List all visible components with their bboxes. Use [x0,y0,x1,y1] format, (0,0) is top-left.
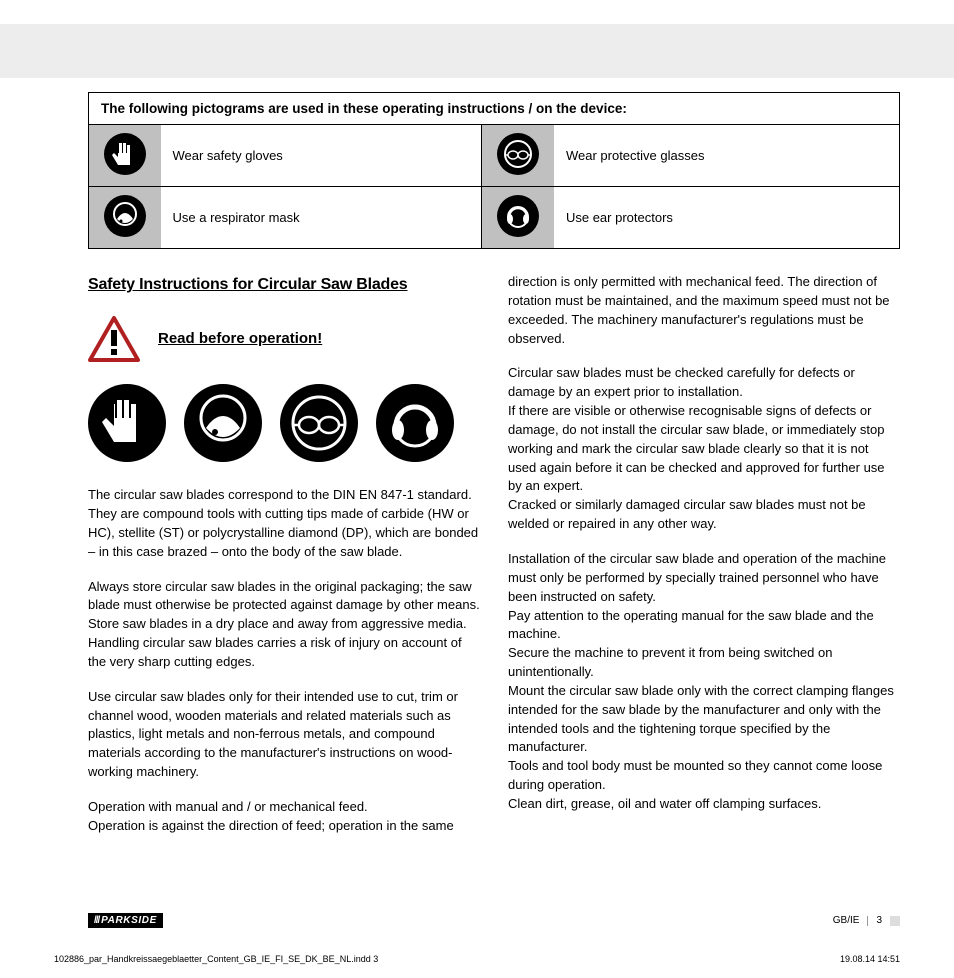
read-before-text: Read before operation! [158,328,322,350]
gloves-text: Wear safety gloves [161,125,482,187]
respirator-icon [104,195,146,237]
footer: PARKSIDE GB/IE 3 [88,913,900,928]
glasses-text: Wear protective glasses [554,125,900,187]
subfooter: 102886_par_Handkreissaegeblaetter_Conten… [54,954,900,964]
page-content: The following pictograms are used in the… [0,78,954,836]
right-p10: Clean dirt, grease, oil and water off cl… [508,795,900,814]
read-before-row: Read before operation! [88,316,480,362]
right-p4: Cracked or similarly damaged circular sa… [508,496,900,534]
respirator-text: Use a respirator mask [161,187,482,249]
left-p3: Use circular saw blades only for their i… [88,688,480,782]
right-p3: If there are visible or otherwise recogn… [508,402,900,496]
ear-icon-cell [482,187,554,249]
right-p5: Installation of the circular saw blade a… [508,550,900,607]
right-p9: Tools and tool body must be mounted so t… [508,757,900,795]
header-gray-bar [0,24,954,78]
glasses-big-icon [280,384,358,462]
glasses-icon [497,133,539,175]
left-p5: Operation is against the direction of fe… [88,817,480,836]
pictogram-table-header: The following pictograms are used in the… [89,93,900,125]
left-p1: The circular saw blades correspond to th… [88,486,480,561]
ear-text: Use ear protectors [554,187,900,249]
page-square [890,916,900,926]
footer-divider [867,916,868,926]
respirator-big-icon [184,384,262,462]
warning-icon [88,316,140,362]
right-p7: Secure the machine to prevent it from be… [508,644,900,682]
section-title: Safety Instructions for Circular Saw Bla… [88,273,480,296]
ear-big-icon [376,384,454,462]
glasses-icon-cell [482,125,554,187]
right-p8: Mount the circular saw blade only with t… [508,682,900,757]
footer-page: 3 [876,915,882,926]
gloves-icon-cell [89,125,161,187]
left-column: Safety Instructions for Circular Saw Bla… [88,273,480,836]
gloves-icon [104,133,146,175]
right-p2: Circular saw blades must be checked care… [508,364,900,402]
footer-right: GB/IE 3 [833,915,900,926]
footer-region: GB/IE [833,915,860,926]
right-p6: Pay attention to the operating manual fo… [508,607,900,645]
pictogram-table: The following pictograms are used in the… [88,92,900,249]
left-p4: Operation with manual and / or mechanica… [88,798,480,817]
left-p2: Always store circular saw blades in the … [88,578,480,672]
right-column: direction is only permitted with mechani… [508,273,900,836]
respirator-icon-cell [89,187,161,249]
ear-icon [497,195,539,237]
brand-logo: PARKSIDE [88,913,163,928]
right-p1: direction is only permitted with mechani… [508,273,900,348]
safety-icon-row [88,384,480,462]
body-columns: Safety Instructions for Circular Saw Bla… [88,273,900,836]
indd-datetime: 19.08.14 14:51 [840,954,900,964]
gloves-big-icon [88,384,166,462]
indd-path: 102886_par_Handkreissaegeblaetter_Conten… [54,954,378,964]
